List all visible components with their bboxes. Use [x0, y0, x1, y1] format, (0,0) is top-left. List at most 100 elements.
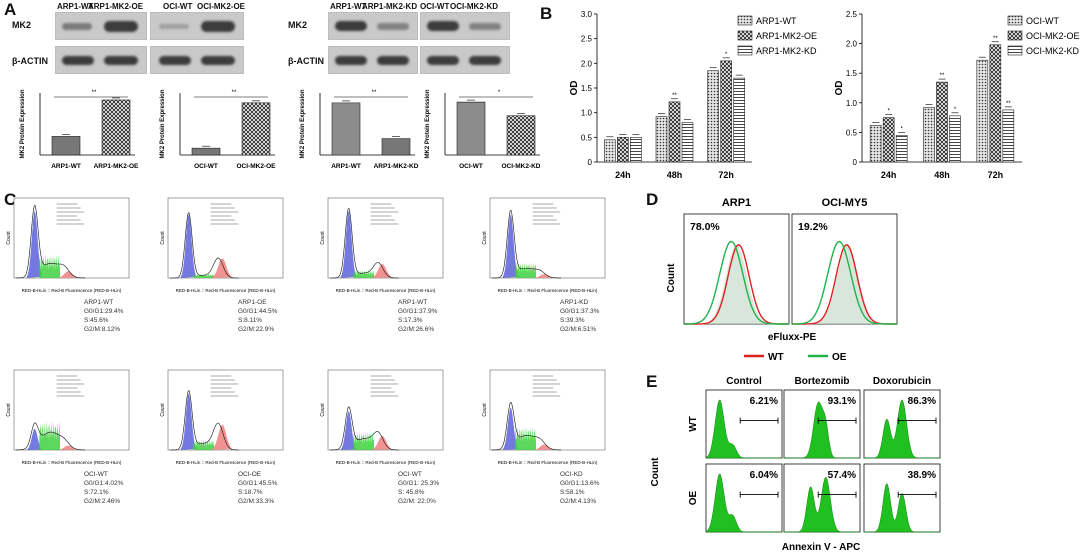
- blot-strip: [328, 12, 418, 40]
- caption-line-s: S:18.7%: [238, 489, 263, 496]
- caption-line-s: S:45.6%: [84, 317, 109, 324]
- caption-line-g2m: G2/M:2.46%: [84, 498, 121, 505]
- y-tick-label: 2.0: [581, 59, 593, 68]
- percent-label: 57.4%: [828, 470, 856, 481]
- caption-line-name: ARP1-OE: [238, 299, 267, 306]
- stats-box: [54, 373, 89, 399]
- significance-mark: **: [372, 90, 377, 96]
- g2m-peak: [372, 264, 393, 278]
- od-chart: OD00.51.01.52.02.5**24h***48h****72hOCI-…: [834, 10, 1080, 180]
- annexin-histogram: 93.1%: [783, 389, 861, 459]
- bar: [381, 138, 411, 156]
- cell-cycle-caption: ARP1-OE G0/G1:44.5% S:8.11% G2/M:22.9%: [238, 298, 277, 334]
- y-tick-label: 1.5: [581, 84, 593, 93]
- y-axis-label: Count: [160, 231, 166, 245]
- caption-line-g2m: G2/M:8.12%: [84, 326, 121, 333]
- blot-row-label: β-ACTIN: [12, 56, 48, 66]
- caption-line-name: OCI-WT: [398, 471, 422, 478]
- caption-line-s: S:17.3%: [398, 317, 423, 324]
- bar: [936, 81, 948, 163]
- g0g1-peak: [180, 214, 197, 278]
- y-tick-label: 1.5: [846, 69, 858, 78]
- fit-curve: [170, 212, 239, 279]
- bar: [630, 137, 642, 163]
- blot-strip: [55, 12, 147, 40]
- y-axis-label: Count: [6, 403, 12, 417]
- annexin-curve: [864, 483, 940, 533]
- x-axis-label: RED-B-HLin :: Red-B Fluorescence (RED-B-…: [22, 288, 122, 293]
- panel-a-bar-charts: MK2 Protein Expression ARP1-WT ARP1-MK2-OE…: [20, 89, 540, 170]
- y-axis-label: Count: [482, 403, 488, 417]
- stats-box: [368, 373, 403, 399]
- y-axis-label: MK2 Protein Expression: [160, 89, 166, 158]
- category-label: OCI-MK2-OE: [237, 163, 277, 170]
- legend-label: ARP1-MK2-OE: [756, 31, 817, 41]
- g0g1-peak: [26, 428, 43, 450]
- blot-strip: [420, 12, 510, 40]
- bar: [989, 44, 1002, 163]
- plot-title: OCI-MY5: [822, 197, 868, 209]
- bar: [707, 70, 719, 163]
- percent-label: 86.3%: [908, 396, 936, 407]
- blot-strip: [150, 12, 244, 40]
- g0g1-peak: [180, 393, 197, 450]
- fit-curve: [329, 406, 400, 451]
- significance-mark: *: [887, 109, 890, 115]
- oe-curve: [792, 240, 897, 325]
- percent-label: 38.9%: [908, 470, 936, 481]
- bar: [976, 59, 989, 163]
- panel-e-annexin: Count Annexin V - APC Control Bortezomib Dox…: [650, 376, 941, 552]
- y-axis-label: Count: [482, 231, 488, 245]
- fit-curve: [330, 207, 399, 279]
- s-phase-region: [353, 270, 374, 278]
- blot-band: [159, 24, 189, 29]
- caption-line-name: ARP1-WT: [84, 299, 114, 306]
- bar: [456, 101, 486, 156]
- annexin-histogram: 6.21%: [705, 389, 783, 459]
- annexin-histogram: 38.9%: [863, 463, 941, 533]
- row-label: WT: [688, 416, 699, 432]
- percent-label: 6.21%: [750, 396, 778, 407]
- percent-label: 6.04%: [750, 470, 778, 481]
- panel-e-letter: E: [646, 372, 658, 391]
- blot-header: OCI-WT: [163, 2, 193, 11]
- category-label: 72h: [988, 170, 1004, 180]
- panel-b-od-charts: OD00.51.01.52.02.53.024h**48h*72hARP1-WT…: [569, 10, 1080, 180]
- blot-row-label: MK2: [288, 20, 308, 30]
- significance-mark: *: [954, 107, 957, 113]
- y-tick-label: 0.5: [846, 128, 858, 137]
- significance-mark: **: [672, 93, 677, 99]
- filled-area: [684, 244, 789, 324]
- caption-line-g0g1: G0/G1: 25.3%: [398, 480, 440, 487]
- blot-header: ARP1-MK2-KD: [362, 2, 418, 11]
- blot-band: [201, 56, 235, 65]
- column-label: Doxorubicin: [873, 376, 931, 387]
- s-phase-region: [193, 273, 214, 278]
- y-axis-label: Count: [650, 457, 661, 487]
- panel-a-letter: A: [4, 0, 17, 19]
- x-axis-label: RED-B-HLin :: Red-B Fluorescence (RED-B-…: [498, 288, 598, 293]
- bar: [101, 99, 131, 156]
- category-label: 48h: [667, 170, 683, 180]
- filled-area: [792, 244, 897, 324]
- x-axis-label: RED-B-HLin :: Red-B Fluorescence (RED-B-…: [176, 460, 276, 465]
- legend-label: OCI-MK2-KD: [1026, 46, 1080, 56]
- y-axis-label: Count: [320, 231, 326, 245]
- row-label: OE: [688, 490, 699, 505]
- g0g1-peak: [502, 214, 519, 278]
- stats-box: [54, 201, 89, 227]
- significance-mark: **: [993, 36, 998, 42]
- category-label: ARP1-WT: [331, 163, 361, 170]
- bar: [604, 139, 616, 163]
- stats-box: [208, 201, 243, 227]
- y-tick-label: 2.5: [846, 10, 858, 19]
- panel-d-letter: D: [646, 190, 659, 209]
- y-axis-label: OD: [834, 81, 845, 96]
- x-axis-label: RED-B-HLin :: Red-B Fluorescence (RED-B-…: [176, 288, 276, 293]
- x-axis-label: RED-B-HLin :: Red-B Fluorescence (RED-B-…: [22, 460, 122, 465]
- category-label: 48h: [934, 170, 950, 180]
- category-label: 24h: [881, 170, 897, 180]
